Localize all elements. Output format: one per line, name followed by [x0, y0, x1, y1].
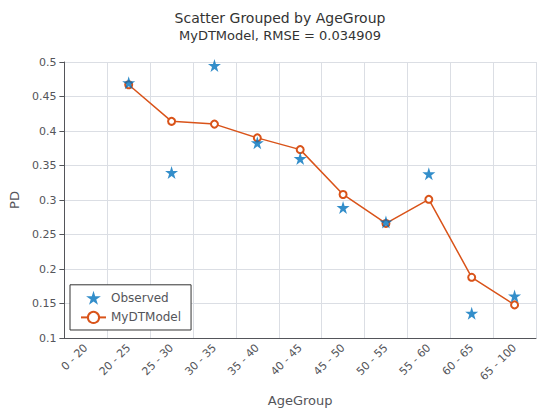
svg-text:25 - 30: 25 - 30	[139, 341, 176, 378]
svg-text:Observed: Observed	[111, 291, 169, 305]
svg-text:20 - 25: 20 - 25	[97, 341, 134, 378]
svg-text:45 - 50: 45 - 50	[311, 341, 348, 378]
svg-text:0.3: 0.3	[39, 194, 57, 207]
svg-text:0.25: 0.25	[32, 228, 57, 241]
svg-text:PD: PD	[7, 191, 22, 209]
svg-text:50 - 55: 50 - 55	[354, 341, 391, 378]
svg-text:30 - 35: 30 - 35	[182, 341, 219, 378]
svg-text:0.5: 0.5	[39, 56, 57, 69]
svg-text:0.1: 0.1	[39, 332, 57, 345]
svg-text:MyDTModel, RMSE = 0.034909: MyDTModel, RMSE = 0.034909	[179, 28, 381, 43]
svg-text:Scatter Grouped by AgeGroup: Scatter Grouped by AgeGroup	[175, 10, 386, 26]
svg-text:60 - 65: 60 - 65	[440, 341, 477, 378]
svg-text:65 - 100: 65 - 100	[478, 341, 520, 383]
svg-text:AgeGroup: AgeGroup	[268, 393, 333, 408]
svg-text:40 - 45: 40 - 45	[268, 341, 305, 378]
svg-text:35 - 40: 35 - 40	[225, 341, 262, 378]
svg-text:0 - 20: 0 - 20	[59, 341, 91, 373]
svg-text:0.4: 0.4	[39, 125, 57, 138]
svg-text:0.45: 0.45	[32, 90, 57, 103]
svg-text:0.15: 0.15	[32, 297, 57, 310]
svg-text:0.35: 0.35	[32, 159, 57, 172]
svg-text:55 - 60: 55 - 60	[397, 341, 434, 378]
svg-text:MyDTModel: MyDTModel	[111, 310, 181, 324]
svg-text:0.2: 0.2	[39, 263, 57, 276]
